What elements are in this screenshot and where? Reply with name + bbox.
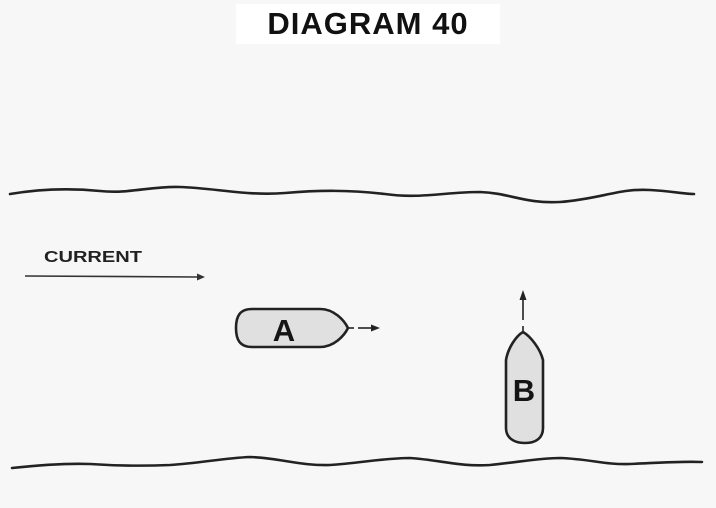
title-box: DIAGRAM 40: [236, 4, 500, 44]
vessel-a: A: [234, 307, 380, 349]
vessel-a-label: A: [273, 313, 295, 348]
vessel-b-heading-arrow: [519, 290, 527, 331]
top-riverbank: [8, 185, 696, 204]
diagram-title: DIAGRAM 40: [267, 6, 469, 41]
current-label: CURRENT: [44, 249, 142, 266]
current-arrow: [24, 273, 205, 281]
vessel-a-hull: [234, 307, 350, 349]
vessel-b-label: B: [513, 373, 535, 408]
bottom-riverbank: [10, 455, 704, 470]
vessel-b-hull: [504, 330, 545, 445]
vessel-b: B: [504, 290, 545, 445]
vessel-a-heading-arrow: [349, 324, 380, 332]
